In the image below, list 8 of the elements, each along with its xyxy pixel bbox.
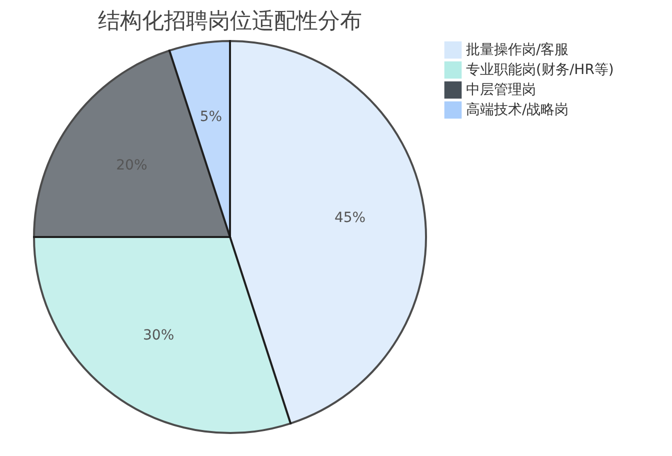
data-label: 5% (200, 108, 222, 125)
data-label: 45% (334, 210, 366, 226)
legend-label: 中层管理岗 (466, 82, 536, 98)
data-label: 30% (143, 327, 174, 344)
legend-label: 专业职能岗(财务/HR等) (466, 62, 614, 78)
legend-label: 批量操作岗/客服 (466, 42, 569, 58)
chart-title: 结构化招聘岗位适配性分布 (98, 9, 362, 34)
legend-label: 高端技术/战略岗 (466, 102, 569, 118)
